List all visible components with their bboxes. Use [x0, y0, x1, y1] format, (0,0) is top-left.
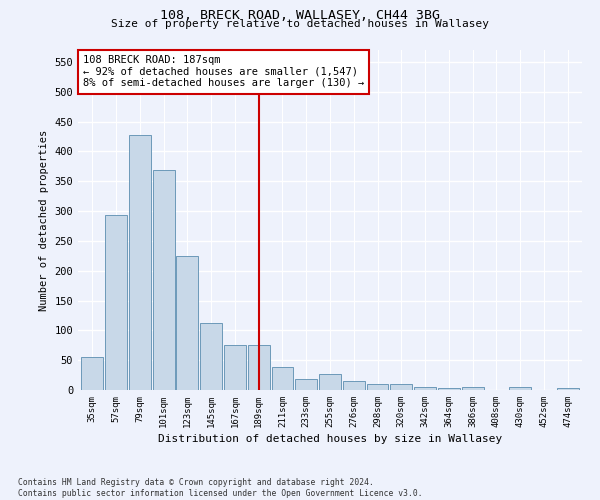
Bar: [224, 344, 246, 390]
Bar: [414, 387, 436, 390]
Bar: [176, 256, 198, 390]
Bar: [509, 387, 531, 390]
Text: 108 BRECK ROAD: 187sqm
← 92% of detached houses are smaller (1,547)
8% of semi-d: 108 BRECK ROAD: 187sqm ← 92% of detached…: [83, 55, 364, 88]
Bar: [82, 357, 103, 390]
Text: Contains HM Land Registry data © Crown copyright and database right 2024.
Contai: Contains HM Land Registry data © Crown c…: [18, 478, 422, 498]
Bar: [272, 368, 293, 390]
Bar: [462, 387, 484, 390]
Bar: [391, 384, 412, 390]
Bar: [152, 170, 175, 390]
Bar: [367, 384, 388, 390]
Text: Size of property relative to detached houses in Wallasey: Size of property relative to detached ho…: [111, 19, 489, 29]
Bar: [129, 134, 151, 390]
Text: 108, BRECK ROAD, WALLASEY, CH44 3BG: 108, BRECK ROAD, WALLASEY, CH44 3BG: [160, 9, 440, 22]
Bar: [248, 344, 269, 390]
Bar: [295, 380, 317, 390]
X-axis label: Distribution of detached houses by size in Wallasey: Distribution of detached houses by size …: [158, 434, 502, 444]
Bar: [343, 381, 365, 390]
Bar: [438, 388, 460, 390]
Bar: [200, 322, 222, 390]
Y-axis label: Number of detached properties: Number of detached properties: [39, 130, 49, 310]
Bar: [319, 374, 341, 390]
Bar: [557, 388, 578, 390]
Bar: [105, 215, 127, 390]
